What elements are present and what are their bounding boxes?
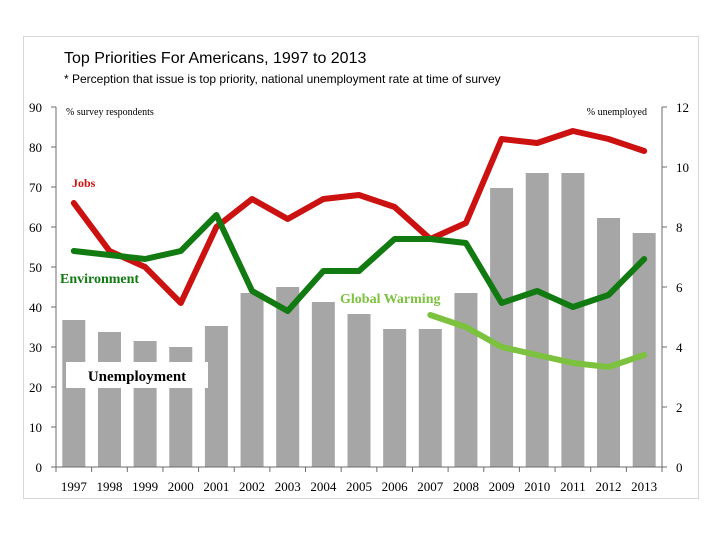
left-tick-label-90: 90 [29, 100, 42, 115]
left-tick-label-30: 30 [29, 340, 42, 355]
x-tick-label-2000: 2000 [168, 479, 194, 494]
right-tick-label-12: 12 [676, 100, 689, 115]
x-tick-label-2008: 2008 [453, 479, 479, 494]
unemployment-bar-2009 [490, 188, 513, 467]
x-tick-label-2007: 2007 [417, 479, 444, 494]
left-tick-label-60: 60 [29, 220, 42, 235]
unemployment-bar-2002 [241, 293, 264, 467]
unemployment-bar-2011 [561, 173, 584, 467]
right-tick-label-4: 4 [676, 340, 683, 355]
unemployment-bar-2006 [383, 329, 406, 467]
left-tick-label-20: 20 [29, 380, 42, 395]
label-global-warming: Global Warming [340, 292, 440, 307]
label-jobs: Jobs [72, 176, 96, 190]
left-tick-label-70: 70 [29, 180, 42, 195]
right-tick-label-6: 6 [676, 280, 683, 295]
unemployment-bar-2003 [276, 287, 299, 467]
right-tick-label-10: 10 [676, 160, 689, 175]
unemployment-bar-2010 [526, 173, 549, 467]
series-line-jobs [74, 131, 644, 303]
unemployment-bar-2012 [597, 218, 620, 467]
x-tick-label-2002: 2002 [239, 479, 265, 494]
x-tick-label-2011: 2011 [560, 479, 586, 494]
x-tick-label-2009: 2009 [489, 479, 515, 494]
x-tick-label-2004: 2004 [310, 479, 337, 494]
x-tick-label-2006: 2006 [382, 479, 409, 494]
unemployment-bar-2001 [205, 326, 228, 467]
unemployment-bar-1997 [62, 320, 85, 467]
left-tick-label-0: 0 [36, 460, 43, 475]
label-unemployment: Unemployment [88, 369, 186, 385]
x-tick-label-1999: 1999 [132, 479, 158, 494]
x-tick-label-2013: 2013 [631, 479, 657, 494]
right-axis-label: % unemployed [587, 107, 647, 118]
unemployment-bar-2007 [419, 329, 442, 467]
unemployment-bar-1998 [98, 332, 121, 467]
chart-svg: 0 10 20 30 40 50 60 70 80 90 0 2 4 6 8 10 12 1997 1998 1999… [0, 0, 720, 540]
x-tick-label-2001: 2001 [203, 479, 229, 494]
left-tick-label-10: 10 [29, 420, 42, 435]
label-environment: Environment [60, 272, 139, 287]
x-tick-label-2003: 2003 [275, 479, 301, 494]
left-tick-label-50: 50 [29, 260, 42, 275]
x-tick-label-2005: 2005 [346, 479, 372, 494]
unemployment-bar-1999 [134, 341, 157, 467]
left-axis-label: % survey respondents [66, 107, 154, 118]
left-tick-label-40: 40 [29, 300, 42, 315]
right-tick-label-0: 0 [676, 460, 683, 475]
x-tick-label-1997: 1997 [61, 479, 88, 494]
x-tick-label-2012: 2012 [596, 479, 622, 494]
right-tick-label-8: 8 [676, 220, 683, 235]
right-tick-label-2: 2 [676, 400, 683, 415]
x-tick-label-1998: 1998 [96, 479, 122, 494]
left-tick-label-80: 80 [29, 140, 42, 155]
unemployment-bar-2008 [454, 293, 477, 467]
unemployment-bar-2005 [348, 314, 371, 467]
unemployment-bar-2004 [312, 302, 335, 467]
x-tick-label-2010: 2010 [524, 479, 550, 494]
